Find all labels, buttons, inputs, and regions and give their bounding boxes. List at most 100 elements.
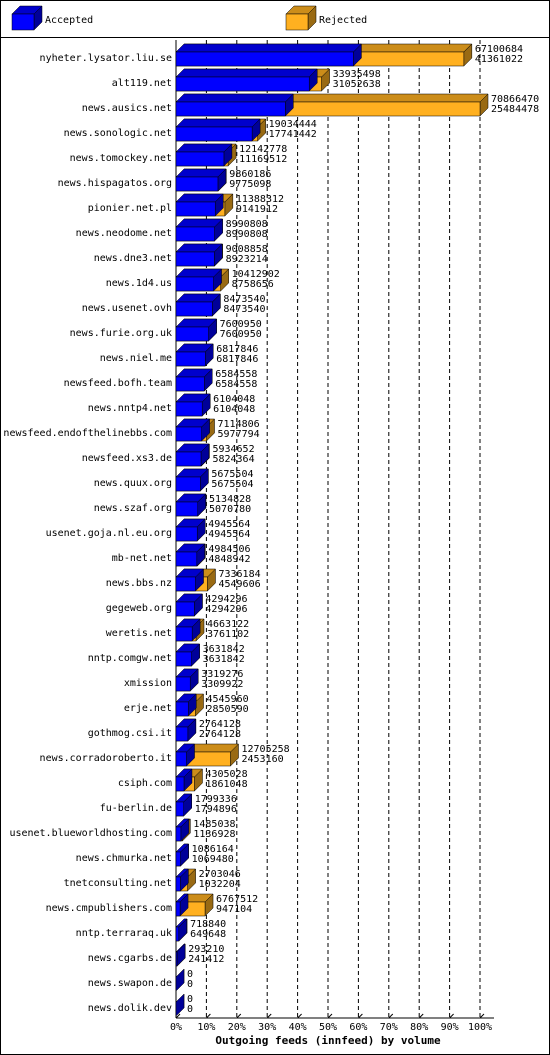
- value-label: 11169512: [239, 154, 287, 165]
- value-label: 4294296: [205, 594, 247, 605]
- value-label: 5934652: [212, 444, 254, 455]
- legend-swatch: [285, 13, 309, 31]
- value-label: 7600950: [220, 329, 262, 340]
- y-tick-label: news.dne3.net: [94, 253, 172, 264]
- y-tick-label: gothmog.csi.it: [88, 728, 172, 739]
- x-tick: [358, 1013, 363, 1019]
- y-tick-label: fu-berlin.de: [100, 803, 172, 814]
- value-label: 4294296: [205, 604, 247, 615]
- y-tick-label: news.swapon.de: [88, 978, 172, 989]
- value-label: 1136928: [193, 829, 235, 840]
- bar-accepted: [175, 726, 189, 742]
- value-label: 8758656: [232, 279, 274, 290]
- bar-accepted: [175, 551, 198, 567]
- bar-accepted: [175, 576, 196, 592]
- bar-accepted-top: [175, 143, 233, 153]
- value-label: 649648: [190, 929, 226, 940]
- bar-accepted-top: [175, 93, 294, 103]
- y-tick-label: erje.net: [124, 703, 172, 714]
- bar-accepted: [175, 276, 214, 292]
- y-tick-label: news.niel.me: [100, 353, 172, 364]
- x-tick: [175, 1013, 181, 1019]
- value-label: 10412902: [232, 269, 280, 280]
- bar-accepted-side: [175, 968, 185, 992]
- y-tick-label: alt119.net: [112, 78, 172, 89]
- value-label: 1485038: [193, 819, 235, 830]
- value-label: 19034444: [269, 119, 317, 130]
- x-tick-label: 50%: [319, 1022, 337, 1033]
- y-tick-label: pionier.net.pl: [88, 203, 172, 214]
- value-label: 0: [187, 994, 193, 1005]
- value-label: 12142778: [239, 144, 287, 155]
- value-label: 6767512: [216, 894, 258, 905]
- value-label: 6584558: [215, 369, 257, 380]
- bar-accepted-top: [175, 118, 261, 128]
- value-label: 4305028: [205, 769, 247, 780]
- bar-accepted: [175, 201, 216, 217]
- bar-accepted: [175, 876, 181, 892]
- value-label: 947104: [216, 904, 252, 915]
- value-label: 2453160: [242, 754, 284, 765]
- value-label: 4545960: [207, 694, 249, 705]
- y-tick-label: news.neodome.net: [76, 228, 172, 239]
- bar-accepted: [175, 476, 201, 492]
- x-tick: [418, 1013, 424, 1019]
- x-tick-label: 70%: [380, 1022, 398, 1033]
- bar-accepted: [175, 101, 286, 117]
- y-tick-label: news.bbs.nz: [106, 578, 172, 589]
- value-label: 8473540: [223, 294, 265, 305]
- value-label: 5675504: [211, 469, 253, 480]
- value-label: 8990808: [226, 219, 268, 230]
- value-label: 2703046: [199, 869, 241, 880]
- bar-accepted: [175, 351, 206, 367]
- value-label: 9860186: [229, 169, 271, 180]
- value-label: 4945564: [208, 529, 250, 540]
- value-label: 1069480: [192, 854, 234, 865]
- x-tick-label: 20%: [228, 1022, 246, 1033]
- x-tick: [206, 1013, 211, 1019]
- bar-accepted: [175, 376, 205, 392]
- value-label: 41361022: [475, 54, 523, 65]
- bar-accepted: [175, 526, 198, 542]
- value-label: 7114806: [218, 419, 260, 430]
- bar-accepted: [175, 51, 354, 67]
- value-label: 3631842: [203, 654, 245, 665]
- legend-swatch: [11, 13, 35, 31]
- value-label: 0: [187, 969, 193, 980]
- value-label: 4549606: [218, 579, 260, 590]
- value-label: 3309922: [201, 679, 243, 690]
- bar-accepted: [175, 851, 181, 867]
- value-label: 8923214: [226, 254, 268, 265]
- value-label: 1794896: [195, 804, 237, 815]
- x-tick-label: 90%: [441, 1022, 459, 1033]
- x-tick-label: 60%: [349, 1022, 367, 1033]
- bar-accepted: [175, 326, 209, 342]
- y-tick-label: nntp.terraraq.uk: [76, 928, 172, 939]
- x-axis-title: Outgoing feeds (innfeed) by volume: [215, 1034, 441, 1047]
- value-label: 33935498: [333, 69, 381, 80]
- bar-accepted-top: [175, 168, 227, 178]
- y-tick-label: news.hispagatos.org: [58, 178, 172, 189]
- value-label: 0: [187, 979, 193, 990]
- y-tick-label: usenet.blueworldhosting.com: [9, 828, 172, 839]
- bar-accepted: [175, 501, 199, 517]
- bar-accepted: [175, 151, 225, 167]
- value-label: 5070780: [209, 504, 251, 515]
- bar-accepted: [175, 926, 180, 942]
- x-tick: [327, 1013, 333, 1019]
- value-label: 4984506: [208, 544, 250, 555]
- y-tick-label: weretis.net: [106, 628, 172, 639]
- x-tick: [479, 1013, 485, 1019]
- y-tick-label: news.furie.org.uk: [70, 328, 172, 339]
- value-label: 2764128: [199, 719, 241, 730]
- value-label: 9141912: [236, 204, 278, 215]
- x-tick-label: 30%: [258, 1022, 276, 1033]
- y-tick-label: news.ausics.net: [82, 103, 172, 114]
- bar-accepted-top: [175, 43, 363, 53]
- bar-accepted: [175, 76, 310, 92]
- y-tick-label: news.tomockey.net: [70, 153, 172, 164]
- y-tick-label: nntp.comgw.net: [88, 653, 172, 664]
- value-label: 1086164: [192, 844, 234, 855]
- value-label: 67100684: [475, 44, 523, 55]
